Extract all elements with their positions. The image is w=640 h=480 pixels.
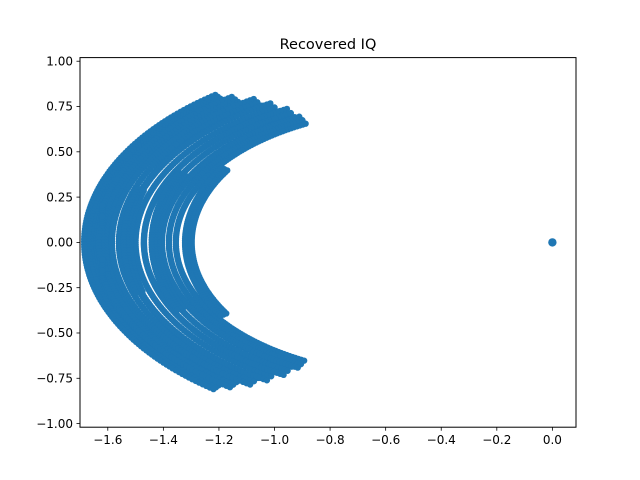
y-tick-label-5: 0.25 xyxy=(46,190,73,204)
y-tick-label-7: 0.75 xyxy=(46,100,73,114)
y-tick-label-6: 0.50 xyxy=(46,145,73,159)
scatter-point-3239 xyxy=(99,256,106,263)
scatter-point-2162 xyxy=(280,371,287,379)
x-tick-label-6: −0.4 xyxy=(427,433,456,447)
y-tick-label-2: −0.50 xyxy=(36,326,73,340)
x-tick-label-5: −0.6 xyxy=(371,433,400,447)
x-axis: −1.6 −1.4 −1.2 −1.0 −0.8 −0.6 −0.4 −0.2 0.0 xyxy=(93,427,562,447)
y-tick-label-8: 1.00 xyxy=(46,54,73,68)
y-tick-label-0: −1.00 xyxy=(36,417,73,431)
scatter-point-2636 xyxy=(294,364,301,371)
scatter-point-1697 xyxy=(263,377,271,384)
scatter-point-1247 xyxy=(246,381,254,388)
scatter-point-3234 xyxy=(99,213,106,220)
x-tick-label-4: −0.8 xyxy=(316,433,345,447)
y-tick-label-1: −0.75 xyxy=(36,371,73,385)
x-tick-label-7: −0.2 xyxy=(482,433,511,447)
x-tick-label-1: −1.4 xyxy=(149,433,178,447)
data-points xyxy=(80,91,557,393)
chart-title: Recovered IQ xyxy=(280,37,377,53)
x-tick-label-0: −1.6 xyxy=(93,433,122,447)
scatter-point-3229 xyxy=(99,202,106,209)
scatter-point-3044 xyxy=(173,306,181,314)
scatter-point-2161 xyxy=(284,367,291,374)
scatter-point-3164 xyxy=(132,289,140,296)
isolated-point xyxy=(548,238,557,247)
y-axis: −1.00 −0.75 −0.50 −0.25 0.00 0.25 0.50 0.75 1.00 xyxy=(36,54,80,431)
y-tick-label-3: −0.25 xyxy=(36,281,73,295)
x-tick-label-3: −1.0 xyxy=(260,433,289,447)
x-tick-label-8: 0.0 xyxy=(543,433,562,447)
scatter-point-398 xyxy=(210,385,217,393)
scatter-point-812 xyxy=(226,383,234,391)
x-tick-label-2: −1.2 xyxy=(204,433,233,447)
scatter-point-3244 xyxy=(99,267,106,274)
y-tick-label-4: 0.00 xyxy=(46,236,73,250)
scatter-point-2864 xyxy=(217,312,224,319)
